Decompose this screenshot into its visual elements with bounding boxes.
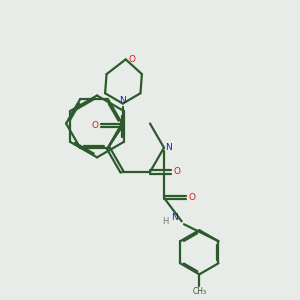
Text: O: O	[91, 121, 98, 130]
Text: O: O	[129, 55, 136, 64]
Text: N: N	[165, 143, 172, 152]
Text: H: H	[162, 218, 169, 226]
Text: CH₃: CH₃	[192, 287, 206, 296]
Text: O: O	[173, 167, 180, 176]
Text: N: N	[119, 96, 126, 105]
Text: N: N	[171, 213, 178, 222]
Text: O: O	[188, 193, 196, 202]
